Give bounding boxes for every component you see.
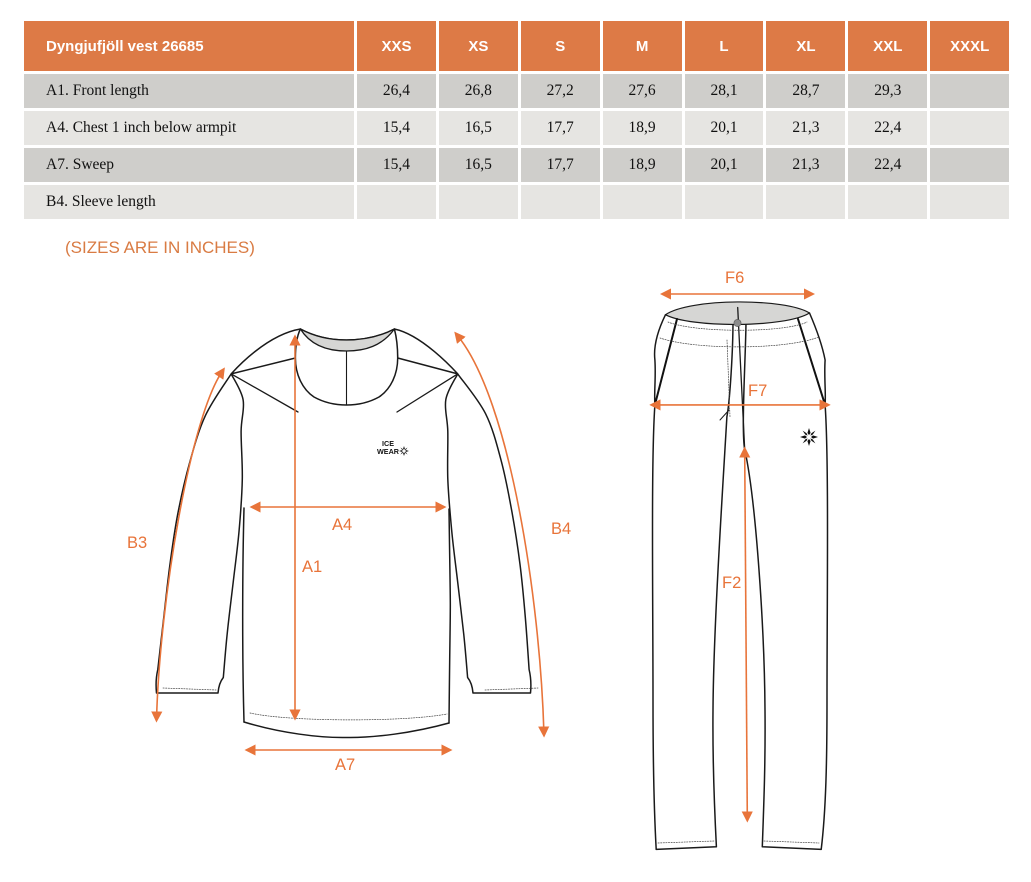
svg-text:F7: F7 — [748, 382, 767, 400]
svg-text:B4: B4 — [551, 520, 571, 538]
svg-text:A1: A1 — [302, 558, 322, 576]
svg-text:A4: A4 — [332, 516, 352, 534]
svg-text:F6: F6 — [725, 269, 744, 287]
svg-text:F2: F2 — [722, 574, 741, 592]
svg-text:A7: A7 — [335, 756, 355, 774]
svg-text:WEAR: WEAR — [377, 447, 400, 456]
svg-text:B3: B3 — [127, 534, 147, 552]
